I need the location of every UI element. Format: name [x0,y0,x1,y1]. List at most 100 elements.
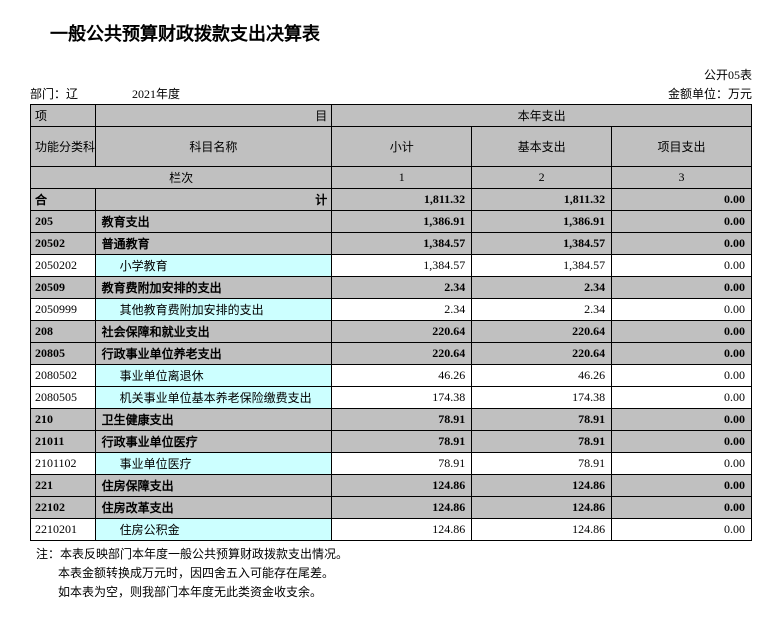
name-cell: 教育费附加安排的支出 [95,277,332,299]
total-basic: 1,811.32 [472,189,612,211]
hdr-project: 项目支出 [612,127,752,167]
value-cell: 46.26 [472,365,612,387]
value-cell: 2.34 [332,299,472,321]
name-cell: 社会保障和就业支出 [95,321,332,343]
code-cell: 208 [31,321,96,343]
value-cell: 0.00 [612,343,752,365]
value-cell: 0.00 [612,453,752,475]
value-cell: 78.91 [332,453,472,475]
lanci-2: 2 [472,167,612,189]
value-cell: 1,386.91 [332,211,472,233]
value-cell: 78.91 [472,409,612,431]
lanci-row: 栏次 1 2 3 [31,167,752,189]
value-cell: 0.00 [612,255,752,277]
value-cell: 0.00 [612,211,752,233]
table-row: 20805行政事业单位养老支出220.64220.640.00 [31,343,752,365]
value-cell: 0.00 [612,365,752,387]
value-cell: 2.34 [472,277,612,299]
lanci-1: 1 [332,167,472,189]
table-row: 221住房保障支出124.86124.860.00 [31,475,752,497]
code-cell: 22102 [31,497,96,519]
table-row: 2080502事业单位离退休46.2646.260.00 [31,365,752,387]
value-cell: 1,384.57 [472,233,612,255]
value-cell: 0.00 [612,233,752,255]
value-cell: 1,384.57 [332,233,472,255]
value-cell: 124.86 [472,475,612,497]
value-cell: 0.00 [612,321,752,343]
value-cell: 220.64 [472,343,612,365]
name-cell: 机关事业单位基本养老保险缴费支出 [95,387,332,409]
value-cell: 220.64 [332,321,472,343]
total-subtotal: 1,811.32 [332,189,472,211]
table-body: 205教育支出1,386.911,386.910.0020502普通教育1,38… [31,211,752,541]
unit-label: 金额单位：万元 [668,85,752,102]
name-cell: 卫生健康支出 [95,409,332,431]
table-row: 2050202小学教育1,384.571,384.570.00 [31,255,752,277]
header-row-1: 项 目 本年支出 [31,105,752,127]
value-cell: 124.86 [332,519,472,541]
hdr-subtotal: 小计 [332,127,472,167]
name-cell: 事业单位医疗 [95,453,332,475]
table-row: 22102住房改革支出124.86124.860.00 [31,497,752,519]
value-cell: 1,384.57 [472,255,612,277]
code-cell: 2101102 [31,453,96,475]
code-cell: 20509 [31,277,96,299]
name-cell: 住房公积金 [95,519,332,541]
heji-r: 计 [95,189,332,211]
value-cell: 174.38 [472,387,612,409]
name-cell: 教育支出 [95,211,332,233]
form-number: 公开05表 [704,66,752,83]
value-cell: 124.86 [472,497,612,519]
budget-table: 项 目 本年支出 功能分类科目编码 科目名称 小计 基本支出 项目支出 栏次 1… [30,104,752,541]
code-cell: 2080505 [31,387,96,409]
value-cell: 0.00 [612,409,752,431]
value-cell: 0.00 [612,387,752,409]
name-cell: 行政事业单位养老支出 [95,343,332,365]
heji-l: 合 [31,189,96,211]
code-cell: 20502 [31,233,96,255]
table-row: 2080505机关事业单位基本养老保险缴费支出174.38174.380.00 [31,387,752,409]
hdr-func-code: 功能分类科目编码 [31,127,96,167]
lanci-label: 栏次 [31,167,332,189]
code-cell: 221 [31,475,96,497]
table-row: 2050999其他教育费附加安排的支出2.342.340.00 [31,299,752,321]
meta-row-2: 部门：辽 2021年度 金额单位：万元 [30,85,752,102]
hdr-xiang: 项 [31,105,96,127]
value-cell: 1,386.91 [472,211,612,233]
value-cell: 1,384.57 [332,255,472,277]
report-title: 一般公共预算财政拨款支出决算表 [30,20,752,46]
code-cell: 2050999 [31,299,96,321]
code-cell: 2050202 [31,255,96,277]
value-cell: 2.34 [332,277,472,299]
dept-year: 部门：辽 2021年度 [30,85,180,102]
table-row: 2101102事业单位医疗78.9178.910.00 [31,453,752,475]
value-cell: 0.00 [612,497,752,519]
name-cell: 普通教育 [95,233,332,255]
hdr-subject-name: 科目名称 [95,127,332,167]
year-label: 2021年度 [132,87,180,101]
value-cell: 78.91 [472,453,612,475]
value-cell: 0.00 [612,519,752,541]
table-row: 2210201住房公积金124.86124.860.00 [31,519,752,541]
code-cell: 205 [31,211,96,233]
value-cell: 46.26 [332,365,472,387]
name-cell: 住房改革支出 [95,497,332,519]
note-1: 注：本表反映部门本年度一般公共预算财政拨款支出情况。 [30,545,752,564]
name-cell: 行政事业单位医疗 [95,431,332,453]
total-project: 0.00 [612,189,752,211]
note-2: 本表金额转换成万元时，因四舍五入可能存在尾差。 [30,564,752,583]
value-cell: 124.86 [332,497,472,519]
note-3: 如本表为空，则我部门本年度无此类资金收支余。 [30,583,752,602]
code-cell: 20805 [31,343,96,365]
table-row: 205教育支出1,386.911,386.910.00 [31,211,752,233]
code-cell: 2080502 [31,365,96,387]
table-row: 21011行政事业单位医疗78.9178.910.00 [31,431,752,453]
hdr-mu: 目 [95,105,332,127]
value-cell: 0.00 [612,277,752,299]
table-row: 210卫生健康支出78.9178.910.00 [31,409,752,431]
name-cell: 事业单位离退休 [95,365,332,387]
code-cell: 2210201 [31,519,96,541]
value-cell: 2.34 [472,299,612,321]
code-cell: 21011 [31,431,96,453]
dept-label: 部门：辽 [30,87,78,101]
